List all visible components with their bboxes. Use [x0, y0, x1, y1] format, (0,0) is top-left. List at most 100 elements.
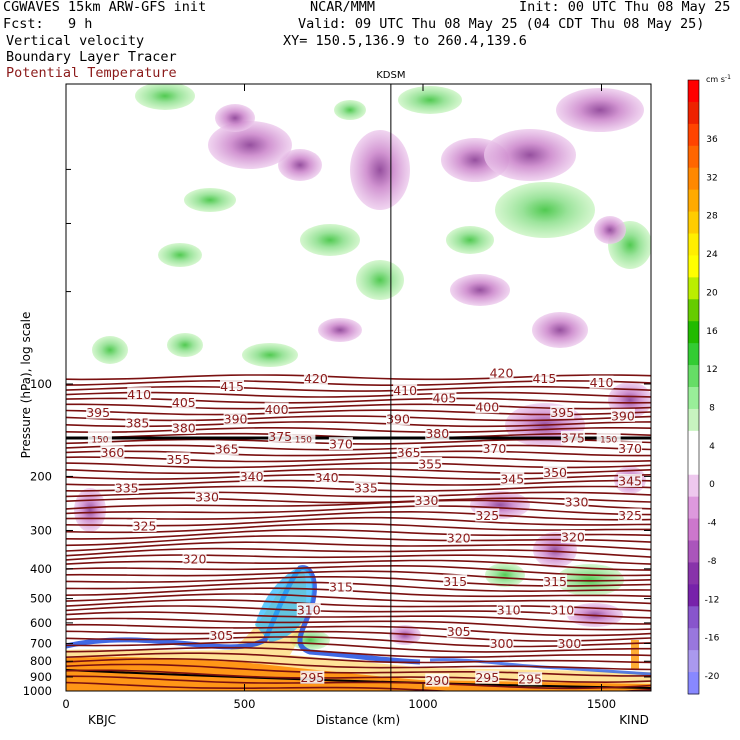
- colorbar-swatch: [688, 518, 699, 541]
- colorbar-swatch: [688, 299, 699, 322]
- colorbar-label: -16: [705, 634, 720, 644]
- theta-contour-label: 390: [611, 408, 635, 423]
- theta-contour-label: 420: [304, 371, 328, 386]
- theta-contour-label: 320: [561, 529, 585, 544]
- theta-contour-label: 350: [543, 465, 567, 480]
- theta-contour-label: 405: [432, 390, 456, 405]
- x-axis-title: Distance (km): [316, 713, 400, 727]
- colorbar-label: 20: [706, 288, 718, 298]
- colorbar-swatch: [688, 387, 699, 410]
- theta-contour-label: 150: [600, 436, 617, 446]
- y-tick-label: 700: [30, 636, 52, 650]
- field-potential-temperature: Potential Temperature: [6, 65, 177, 81]
- field-bl-tracer: Boundary Layer Tracer: [6, 49, 177, 65]
- theta-contour-label: 355: [418, 456, 442, 471]
- colorbar-swatch: [688, 233, 699, 256]
- colorbar-label: 4: [709, 442, 715, 452]
- theta-contour-label: 370: [482, 441, 506, 456]
- colorbar-swatch: [688, 496, 699, 520]
- theta-contour-label: 295: [475, 670, 499, 685]
- theta-contour-label: 300: [490, 636, 514, 651]
- theta-contour-label: 325: [475, 508, 499, 523]
- y-tick-label: 600: [30, 616, 52, 630]
- colorbar-label: 8: [709, 404, 715, 414]
- colorbar-label: 24: [706, 250, 718, 260]
- theta-contour-label: 400: [265, 402, 289, 417]
- colorbar-swatch: [688, 211, 699, 234]
- xy-endpoints: XY= 150.5,136.9 to 260.4,139.6: [283, 33, 527, 49]
- axes: 0 500 1000 15001002003004005006007008009001…: [23, 84, 651, 711]
- x-tick-label: 1000: [408, 697, 437, 711]
- station-right-label: KIND: [619, 713, 649, 727]
- colorbar-swatch: [688, 321, 699, 344]
- theta-contour-label: 410: [590, 375, 614, 390]
- colorbar-swatch: [688, 123, 699, 147]
- y-tick-label: 200: [30, 469, 52, 483]
- theta-contour-label: 385: [125, 416, 149, 431]
- colorbar-label: 16: [706, 327, 718, 337]
- y-axis-title: Pressure (hPa), log scale: [19, 312, 33, 459]
- theta-contour-label: 400: [475, 400, 499, 415]
- theta-contour-label: 320: [447, 531, 471, 546]
- station-left-label: KBJC: [88, 713, 116, 727]
- colorbar-swatch: [688, 650, 699, 673]
- theta-contour-label: 330: [195, 489, 219, 504]
- colorbar-label: 0: [709, 480, 715, 490]
- theta-contour-label: 375: [561, 431, 585, 446]
- theta-contour-label: 395: [86, 405, 110, 420]
- theta-contour-label: 330: [565, 494, 589, 509]
- theta-contour-label: 290: [425, 673, 449, 688]
- colorbar-swatch: [688, 606, 699, 629]
- colorbar-label: -12: [705, 595, 720, 605]
- colorbar-swatch: [688, 167, 699, 191]
- theta-contour-label: 410: [393, 383, 417, 398]
- y-tick-label: 1000: [23, 684, 52, 698]
- theta-contour-label: 325: [618, 508, 642, 523]
- theta-contour-label: 390: [386, 411, 410, 426]
- colorbar-swatch: [688, 343, 699, 366]
- valid-time: Valid: 09 UTC Thu 08 May 25 (04 CDT Thu …: [298, 16, 705, 32]
- theta-contour-label: 305: [209, 628, 233, 643]
- colorbar-label: 12: [706, 365, 717, 375]
- colorbar-swatch: [688, 277, 699, 300]
- colorbar-swatch: [688, 145, 699, 169]
- theta-contour-label: 315: [443, 574, 467, 589]
- theta-contour-label: 340: [315, 470, 339, 485]
- theta-contour-label: 305: [447, 624, 471, 639]
- field-vertical-velocity: Vertical velocity: [6, 33, 145, 49]
- colorbar-swatch: [688, 365, 699, 388]
- theta-contour-label: 315: [543, 574, 567, 589]
- colorbar-swatch: [688, 628, 699, 651]
- theta-contour-label: 340: [240, 469, 264, 484]
- colorbar-label: 32: [706, 173, 717, 183]
- colorbar-label: 36: [706, 135, 718, 145]
- theta-contour-label: 365: [397, 445, 421, 460]
- theta-contour-label: 150: [91, 436, 108, 446]
- colorbar-units: cm s-1: [706, 74, 731, 84]
- theta-contour-label: 380: [172, 420, 196, 435]
- theta-contour-label: 325: [133, 518, 157, 533]
- plot-frame: [65, 83, 652, 692]
- colorbar-swatch: [688, 408, 699, 432]
- colorbar-swatch: [688, 540, 699, 563]
- colorbar-label: -4: [708, 519, 717, 529]
- theta-contour-label: 310: [550, 603, 574, 618]
- theta-contour-label: 405: [172, 395, 196, 410]
- y-tick-label: 300: [30, 523, 52, 537]
- colorbar-swatch: [688, 562, 699, 585]
- colorbar-swatch: [688, 584, 699, 607]
- theta-contour-label: 315: [329, 579, 353, 594]
- theta-contour-label: 295: [518, 672, 542, 687]
- theta-contour-label: 390: [224, 411, 248, 426]
- theta-contour-label: 335: [115, 480, 139, 495]
- theta-contour-label: 410: [127, 387, 151, 402]
- theta-contour-label: 355: [167, 452, 191, 467]
- colorbar-label: -20: [705, 672, 720, 682]
- theta-contour-label: 365: [215, 442, 239, 457]
- theta-contour-label: 300: [557, 636, 581, 651]
- theta-contour-label: 310: [297, 603, 321, 618]
- theta-contour-label: 345: [618, 474, 642, 489]
- y-tick-label: 500: [30, 592, 52, 606]
- theta-contour-label: 395: [550, 405, 574, 420]
